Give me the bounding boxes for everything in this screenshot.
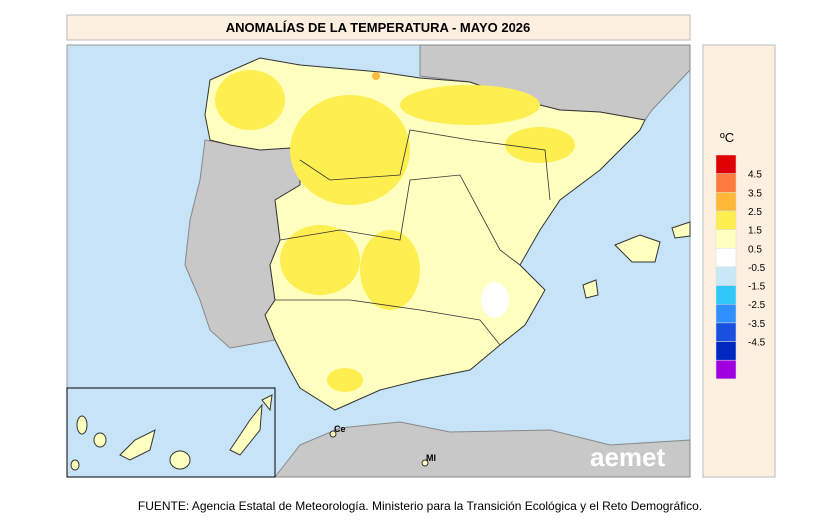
legend-swatch [715, 341, 737, 361]
legend-label: -3.5 [748, 319, 766, 330]
city-dot [329, 430, 337, 438]
warm-area [327, 368, 363, 392]
legend-label: 3.5 [748, 188, 762, 199]
city-label: Ce [334, 424, 346, 434]
legend-unit: ºC [720, 130, 734, 145]
ibiza [582, 279, 599, 299]
legend-swatch [715, 322, 737, 342]
legend-label: 1.5 [748, 226, 762, 237]
hot-spot [372, 72, 380, 80]
title: ANOMALÍAS DE LA TEMPERATURA - MAYO 2026 [226, 20, 531, 35]
city-label: Ml [426, 453, 436, 463]
map: Ce Ml aemet [66, 44, 691, 478]
cool-area [481, 282, 509, 318]
legend-label: -0.5 [748, 263, 766, 274]
legend-panel [702, 44, 776, 478]
warm-area [215, 70, 285, 130]
island [261, 394, 273, 412]
legend-label: -1.5 [748, 282, 766, 293]
island [76, 415, 88, 435]
island [93, 432, 107, 448]
footer-source: FUENTE: Agencia Estatal de Meteorología.… [138, 499, 702, 513]
title-box [66, 14, 691, 41]
africa [273, 421, 691, 478]
legend-swatch [715, 229, 737, 249]
island [169, 450, 191, 470]
warm-area [280, 225, 360, 295]
legend-label: -2.5 [748, 300, 766, 311]
region-border [275, 299, 501, 346]
city-dot [421, 459, 429, 467]
region-border [279, 174, 521, 266]
legend-swatch [715, 154, 737, 174]
legend-swatch [715, 192, 737, 212]
warm-areas [215, 70, 575, 392]
legend-swatch [715, 285, 737, 305]
warm-area [290, 95, 410, 205]
legend-label: 2.5 [748, 207, 762, 218]
legend-swatch [715, 173, 737, 193]
legend: 4.5 3.5 2.5 1.5 0.5 -0.5 -1.5 -2.5 -3.5 -4.5 [715, 154, 766, 380]
region-border [299, 129, 551, 201]
island [70, 459, 80, 471]
legend-label: 0.5 [748, 244, 762, 255]
legend-swatch [715, 303, 737, 324]
legend-swatch [715, 359, 737, 380]
canary-islands [70, 394, 273, 471]
island [119, 429, 156, 461]
logo: aemet [590, 442, 665, 472]
island [229, 403, 263, 456]
warm-area [400, 85, 540, 125]
legend-label: 4.5 [748, 170, 762, 181]
warm-area [360, 230, 420, 310]
legend-label: -4.5 [748, 338, 766, 349]
warm-area [505, 127, 575, 163]
legend-swatch [715, 248, 737, 268]
menorca [671, 221, 691, 239]
mallorca [614, 234, 661, 263]
legend-swatch [715, 210, 737, 230]
legend-swatch [715, 266, 737, 286]
